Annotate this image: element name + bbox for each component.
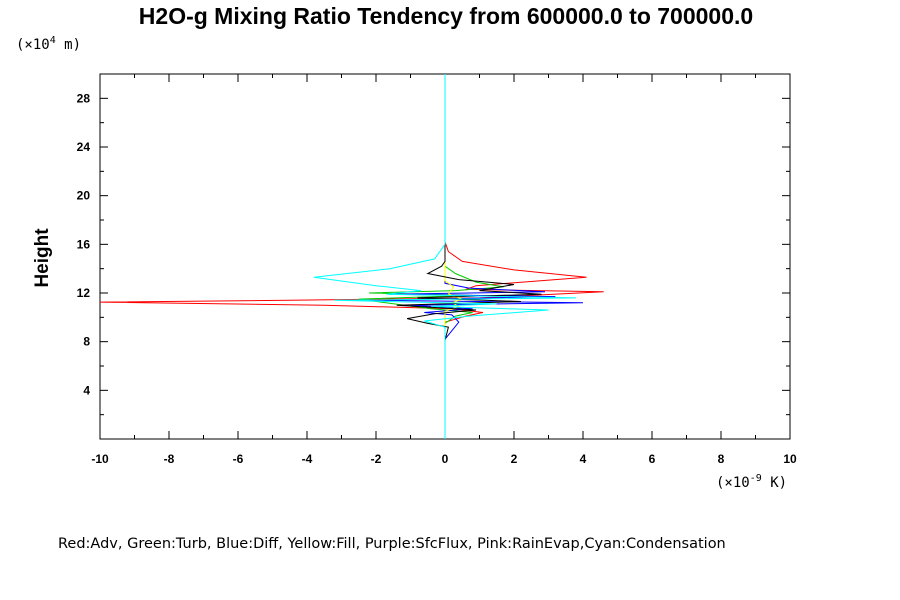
x-tick-label: 2 [511,452,518,466]
x-tick-label: -8 [164,452,175,466]
y-tick-label: 20 [77,189,91,203]
x-tick-label: -4 [302,452,313,466]
y-tick-labels: 4 8 12 16 20 24 28 [77,91,91,397]
chart-title: H2O-g Mixing Ratio Tendency from 600000.… [139,3,753,29]
series-line-4 [396,74,542,439]
y-axis-title: Height [32,228,53,288]
y-tick-label: 4 [83,383,90,397]
y-unit-label: (×104 m) [16,35,81,53]
series-line-1 [358,74,504,439]
series-line-0 [99,74,604,439]
x-tick-label: 4 [580,452,587,466]
y-tick-label: 16 [77,237,91,251]
x-tick-label: -6 [233,452,244,466]
y-tick-label: 28 [77,91,91,105]
series-line-3 [444,74,464,439]
y-tick-label: 12 [77,286,91,300]
x-tick-label: -10 [91,452,109,466]
x-tick-label: 8 [718,452,725,466]
x-tick-label: 10 [783,452,797,466]
series-line-2 [369,74,584,439]
x-tick-label: -2 [371,452,382,466]
series-lines [99,74,604,439]
y-tick-label: 24 [77,140,91,154]
x-unit-label: (×10-9 K) [716,473,787,491]
legend-caption: Red:Adv, Green:Turb, Blue:Diff, Yellow:F… [58,536,726,552]
x-tick-label: 0 [442,452,449,466]
x-tick-labels: -10 -8 -6 -4 -2 0 2 4 6 8 10 [91,452,797,466]
y-tick-label: 8 [83,335,90,349]
series-line-5 [313,74,577,439]
x-tick-label: 6 [649,452,656,466]
